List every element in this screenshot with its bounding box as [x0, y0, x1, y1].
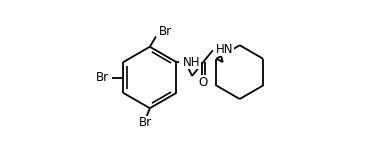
- Text: Br: Br: [139, 116, 152, 129]
- Text: HN: HN: [215, 43, 233, 56]
- Text: NH: NH: [183, 56, 201, 69]
- Text: O: O: [198, 76, 208, 89]
- Text: Br: Br: [159, 25, 172, 38]
- Text: Br: Br: [96, 71, 108, 84]
